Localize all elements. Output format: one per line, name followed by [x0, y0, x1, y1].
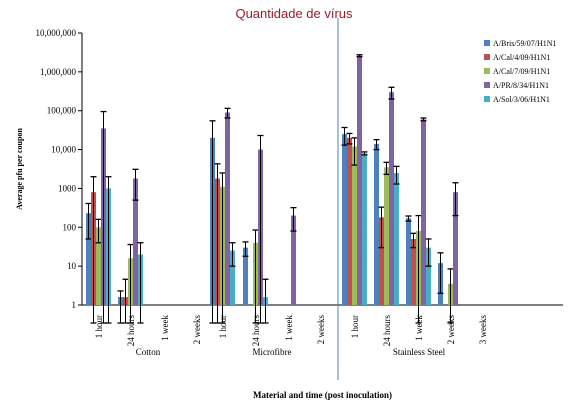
x-tick-label: 1 week: [160, 315, 170, 341]
x-tick-label: 2 weeks: [316, 315, 326, 345]
overlay-title: Quantidade de vírus: [235, 6, 353, 21]
group-label: Microfibre: [253, 347, 292, 357]
y-tick-label: 100,000: [47, 106, 77, 116]
x-tick-label: 1 week: [414, 315, 424, 341]
bar: [389, 92, 394, 305]
x-tick-label: 3 weeks: [478, 315, 488, 345]
y-tick-label: 100: [63, 222, 77, 232]
legend-label: A/Cal/4/09/H1N1: [493, 53, 550, 62]
bar: [230, 250, 235, 305]
legend-swatch: [484, 82, 490, 88]
legend-label: A/PR/8/34/H1N1: [493, 81, 549, 90]
bar: [357, 55, 362, 305]
bar: [379, 217, 384, 305]
y-tick-label: 10,000,000: [36, 28, 77, 38]
bar: [86, 213, 91, 305]
x-axis-label: Material and time (post inoculation): [253, 390, 392, 400]
bar: [291, 215, 296, 305]
x-tick-label: 24 hours: [382, 315, 392, 347]
legend-swatch: [484, 54, 490, 60]
legend-swatch: [484, 96, 490, 102]
x-tick-label: 1 hour: [218, 315, 228, 338]
bar: [347, 137, 352, 305]
legend-swatch: [484, 68, 490, 74]
y-tick-label: 1: [72, 300, 77, 310]
x-tick-label: 24 hours: [251, 315, 261, 347]
bar: [421, 119, 426, 306]
legend-label: A/Sol/3/06/H1N1: [493, 95, 550, 104]
x-tick-label: 2 weeks: [446, 315, 456, 345]
bar: [342, 134, 347, 305]
bar: [133, 178, 138, 305]
x-tick-label: 2 weeks: [192, 315, 202, 345]
x-tick-label: 1 hour: [350, 315, 360, 338]
bar: [384, 167, 389, 305]
bar: [453, 192, 458, 305]
bar: [362, 153, 367, 305]
x-tick-label: 1 week: [284, 315, 294, 341]
bar: [374, 143, 379, 305]
legend-swatch: [484, 40, 490, 46]
y-tick-label: 1000: [58, 183, 77, 193]
x-tick-label: 24 hours: [126, 315, 136, 347]
y-tick-label: 10,000: [51, 145, 76, 155]
bar: [394, 172, 399, 305]
bar: [243, 247, 248, 305]
x-tick-label: 1 hour: [94, 315, 104, 338]
y-tick-label: 1,000,000: [40, 67, 77, 77]
legend-label: A/Cal/7/09/H1N1: [493, 67, 550, 76]
bar: [406, 218, 411, 305]
y-tick-label: 10: [67, 261, 77, 271]
bar: [225, 112, 230, 305]
bar: [96, 227, 101, 305]
group-label: Cotton: [136, 347, 161, 357]
group-label: Stainless Steel: [393, 347, 446, 357]
bar: [411, 238, 416, 305]
bar: [426, 247, 431, 305]
legend-label: A/Bris/59/07/H1N1: [493, 39, 557, 48]
y-axis-label: Average pfu per coupon: [15, 128, 24, 210]
bar: [352, 146, 357, 305]
